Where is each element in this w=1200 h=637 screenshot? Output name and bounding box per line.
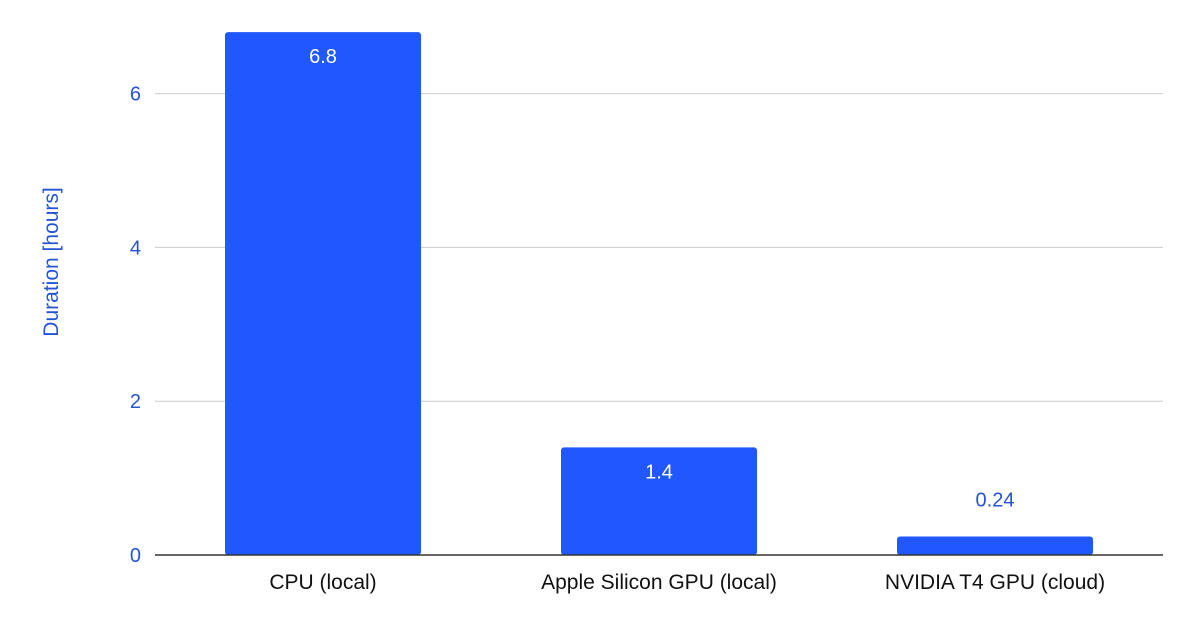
x-tick-label: NVIDIA T4 GPU (cloud) (885, 571, 1105, 594)
y-axis-ticks: 0 2 4 6 (130, 84, 141, 567)
bars (225, 32, 1093, 555)
x-axis-ticks: CPU (local) Apple Silicon GPU (local) NVID… (269, 571, 1105, 594)
data-labels: 6.8 1.4 0.24 (309, 46, 1014, 511)
y-tick-label: 2 (130, 391, 141, 413)
data-label: 1.4 (645, 461, 673, 483)
y-tick-label: 6 (130, 84, 141, 106)
data-label: 0.24 (976, 490, 1015, 512)
bar (897, 536, 1093, 555)
x-tick-label: Apple Silicon GPU (local) (541, 571, 777, 594)
y-tick-label: 4 (130, 237, 141, 259)
y-tick-label: 0 (130, 545, 141, 567)
data-label: 6.8 (309, 46, 337, 68)
bar (225, 32, 421, 555)
bar (561, 447, 757, 555)
x-tick-label: CPU (local) (269, 571, 376, 594)
y-axis-label: Duration [hours] (40, 187, 63, 336)
